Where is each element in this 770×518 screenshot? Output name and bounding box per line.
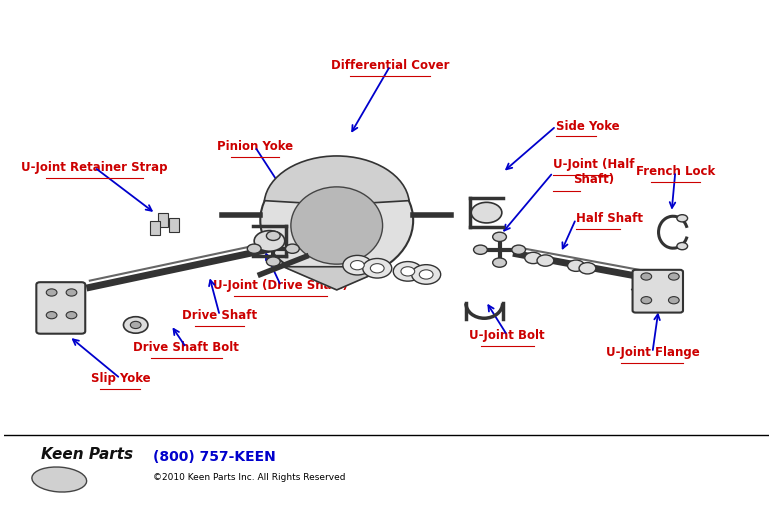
Circle shape: [254, 231, 285, 251]
Text: U-Joint Retainer Strap: U-Joint Retainer Strap: [21, 161, 168, 174]
Wedge shape: [264, 156, 409, 205]
Circle shape: [266, 257, 280, 266]
Circle shape: [677, 242, 688, 250]
Circle shape: [343, 255, 372, 275]
Circle shape: [286, 244, 300, 253]
Text: French Lock: French Lock: [636, 165, 715, 178]
Circle shape: [401, 267, 415, 276]
Circle shape: [641, 297, 651, 304]
Bar: [150, 221, 160, 235]
Circle shape: [474, 245, 487, 254]
Text: Keen Parts: Keen Parts: [41, 447, 133, 462]
Circle shape: [46, 311, 57, 319]
Circle shape: [350, 261, 364, 270]
Text: U-Joint Bolt: U-Joint Bolt: [470, 329, 545, 342]
Text: U-Joint (Half
Shaft): U-Joint (Half Shaft): [553, 159, 634, 186]
Ellipse shape: [291, 187, 383, 264]
Text: Drive Shaft Bolt: Drive Shaft Bolt: [133, 341, 239, 354]
Circle shape: [493, 232, 507, 241]
Text: Half Shaft: Half Shaft: [576, 212, 643, 225]
Text: Side Yoke: Side Yoke: [556, 120, 620, 133]
Circle shape: [567, 260, 584, 271]
Ellipse shape: [32, 467, 87, 492]
Bar: [158, 212, 168, 227]
Polygon shape: [283, 267, 390, 290]
Circle shape: [123, 316, 148, 333]
Circle shape: [266, 231, 280, 240]
Text: Differential Cover: Differential Cover: [331, 59, 450, 73]
Circle shape: [130, 321, 141, 328]
Circle shape: [677, 214, 688, 222]
Circle shape: [641, 273, 651, 280]
Circle shape: [668, 297, 679, 304]
Text: (800) 757-KEEN: (800) 757-KEEN: [153, 450, 276, 464]
Circle shape: [66, 289, 77, 296]
Text: Pinion Yoke: Pinion Yoke: [217, 140, 293, 153]
Text: U-Joint (Drive Shaft): U-Joint (Drive Shaft): [213, 279, 348, 292]
Circle shape: [493, 258, 507, 267]
Circle shape: [46, 289, 57, 296]
Bar: [169, 218, 179, 232]
Circle shape: [668, 273, 679, 280]
Circle shape: [471, 203, 502, 223]
Circle shape: [66, 311, 77, 319]
FancyBboxPatch shape: [36, 282, 85, 334]
Circle shape: [420, 270, 433, 279]
Text: ©2010 Keen Parts Inc. All Rights Reserved: ©2010 Keen Parts Inc. All Rights Reserve…: [153, 472, 346, 482]
Text: Slip Yoke: Slip Yoke: [91, 372, 150, 385]
Circle shape: [579, 263, 596, 274]
Circle shape: [363, 258, 392, 278]
Circle shape: [512, 245, 526, 254]
Circle shape: [537, 255, 554, 266]
Circle shape: [525, 252, 541, 264]
Circle shape: [370, 264, 384, 273]
Text: Drive Shaft: Drive Shaft: [182, 309, 257, 322]
Circle shape: [247, 244, 261, 253]
Circle shape: [412, 265, 440, 284]
FancyBboxPatch shape: [632, 270, 683, 312]
Text: U-Joint Flange: U-Joint Flange: [605, 346, 699, 359]
Circle shape: [393, 262, 422, 281]
Ellipse shape: [260, 161, 413, 280]
